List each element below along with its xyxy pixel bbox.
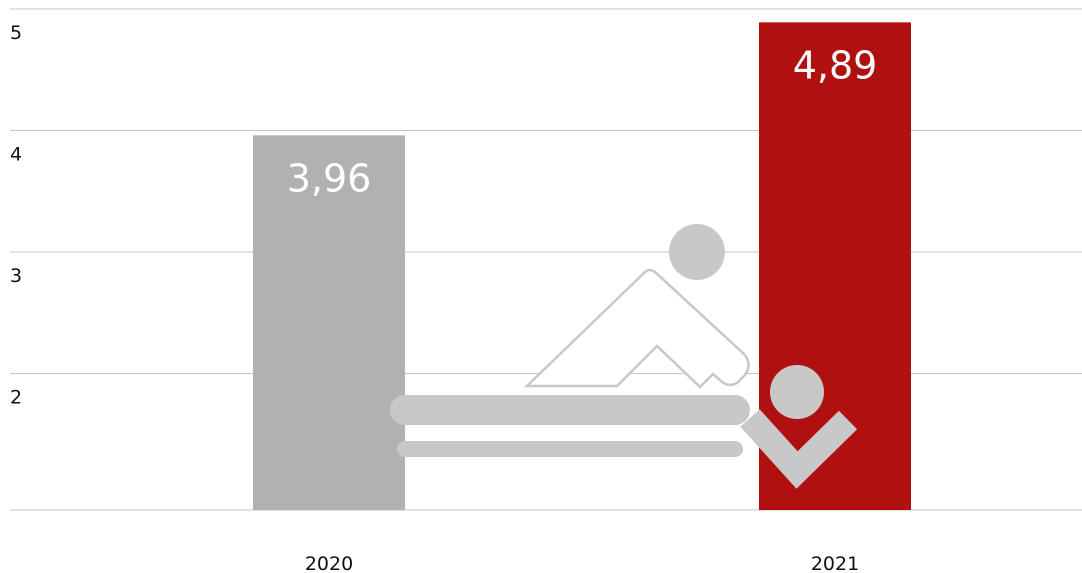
- x-tick-label: 2021: [811, 553, 859, 573]
- patient-icon: [390, 224, 858, 489]
- y-tick-label: 2: [10, 387, 22, 409]
- value-label: 4,89: [793, 43, 878, 87]
- y-tick-label: 5: [10, 22, 22, 44]
- y-tick-label: 3: [10, 265, 22, 287]
- x-tick-label: 2020: [305, 553, 353, 573]
- bar: [253, 135, 405, 511]
- value-label: 3,96: [287, 156, 372, 200]
- y-tick-label: 4: [10, 144, 22, 166]
